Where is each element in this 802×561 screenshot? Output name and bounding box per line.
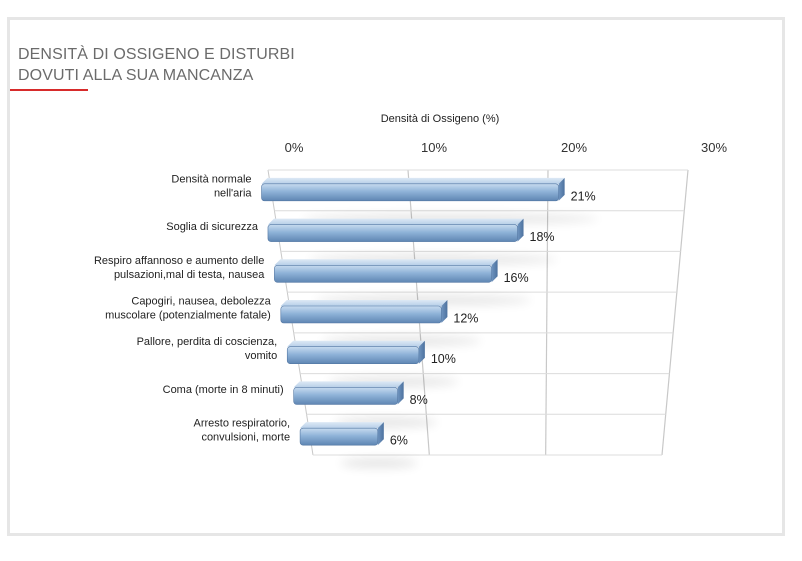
category-label: Pallore, perdita di coscienza,: [137, 336, 278, 348]
bar: [293, 387, 398, 405]
category-label: Soglia di sicurezza: [166, 221, 259, 233]
bar-top-face: [280, 300, 448, 306]
gridline-vertical: [545, 169, 549, 456]
bar: [280, 305, 442, 324]
category-label: Capogiri, nausea, debolezza: [131, 296, 271, 308]
bar-end-face: [418, 340, 425, 364]
bar-data-label: 21%: [571, 189, 596, 203]
bar-end-face: [397, 381, 404, 405]
bar-data-label: 6%: [390, 434, 408, 448]
bar-end-face: [558, 177, 565, 201]
bar-data-label: 12%: [453, 312, 478, 326]
labels: Densità di Ossigeno (%) 0% 10% 20% 30% 21% Den…: [94, 113, 727, 448]
chart-title-line-2: DOVUTI ALLA SUA MANCANZA: [18, 67, 254, 84]
bar: [286, 346, 420, 365]
bar-top-face: [293, 381, 404, 388]
bar-top-face: [274, 259, 498, 266]
category-label: Densità normale: [171, 173, 251, 185]
bar-shadow: [340, 458, 418, 469]
gridline-vertical: [661, 169, 689, 456]
bar-top-face: [267, 218, 524, 225]
bar: [267, 224, 518, 242]
bars: [261, 177, 565, 446]
category-label: Coma (morte in 8 minuti): [163, 384, 284, 396]
bar-end-face: [377, 422, 384, 446]
x-tick-label: 10%: [421, 140, 447, 155]
category-label: Respiro affannoso e aumento delle: [94, 255, 264, 267]
x-tick-label: 0%: [285, 140, 304, 155]
bar-top-face: [261, 177, 565, 184]
category-label: muscolare (potenzialmente fatale): [105, 310, 271, 322]
bar-data-label: 16%: [504, 271, 529, 285]
category-label: convulsioni, morte: [201, 432, 290, 444]
x-tick-label: 30%: [701, 140, 727, 155]
x-axis-title: Densità di Ossigeno (%): [381, 113, 500, 125]
bar-top-face: [287, 340, 425, 347]
chart-title-line-1: DENSITÀ DI OSSIGENO E DISTURBI: [18, 46, 295, 63]
bar-end-face: [491, 259, 498, 283]
category-label: pulsazioni,mal di testa, nausea: [114, 269, 265, 281]
title-accent-underline: [10, 89, 88, 91]
category-label: Arresto respiratorio,: [194, 418, 291, 430]
bar-end-face: [517, 218, 524, 242]
bar: [274, 264, 492, 283]
bar: [299, 427, 379, 446]
category-label: nell'aria: [214, 187, 252, 199]
bar-data-label: 10%: [431, 352, 456, 366]
bar-data-label: 8%: [410, 393, 428, 407]
x-tick-label: 20%: [561, 140, 587, 155]
chart-title: DENSITÀ DI OSSIGENO E DISTURBI DOVUTI AL…: [18, 44, 418, 86]
bar-top-face: [300, 422, 384, 429]
category-label: vomito: [245, 350, 277, 362]
bar-data-label: 18%: [530, 230, 555, 244]
bar: [261, 183, 559, 202]
bar-end-face: [441, 300, 448, 323]
